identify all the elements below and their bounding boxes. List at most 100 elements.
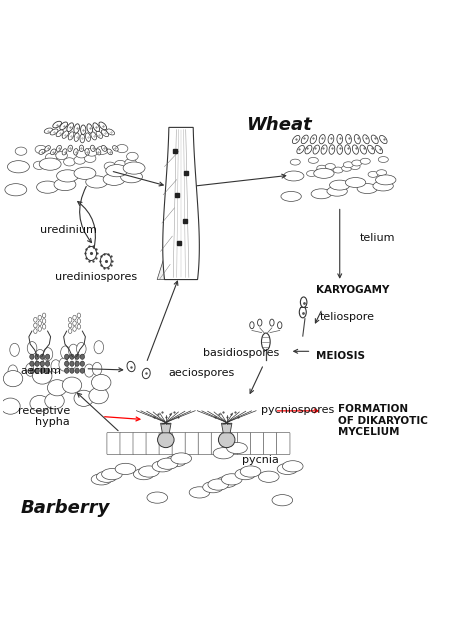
Ellipse shape [328, 135, 334, 144]
Ellipse shape [90, 145, 95, 151]
Ellipse shape [91, 474, 112, 485]
Ellipse shape [80, 134, 85, 143]
Ellipse shape [368, 172, 378, 177]
Ellipse shape [45, 393, 64, 409]
Ellipse shape [218, 432, 235, 448]
Ellipse shape [100, 254, 111, 268]
FancyBboxPatch shape [250, 433, 264, 454]
Ellipse shape [308, 157, 318, 163]
Ellipse shape [96, 146, 108, 154]
Ellipse shape [74, 149, 78, 155]
Ellipse shape [10, 343, 19, 356]
Ellipse shape [68, 145, 72, 151]
Ellipse shape [221, 474, 242, 485]
Ellipse shape [319, 135, 325, 144]
Ellipse shape [147, 492, 167, 503]
Ellipse shape [32, 368, 52, 384]
Ellipse shape [15, 147, 27, 155]
Ellipse shape [305, 145, 312, 154]
Ellipse shape [235, 469, 256, 480]
Ellipse shape [102, 469, 122, 480]
Text: pycniospores: pycniospores [261, 405, 335, 415]
Ellipse shape [42, 313, 46, 318]
Ellipse shape [43, 348, 53, 361]
Ellipse shape [3, 371, 23, 387]
Ellipse shape [104, 162, 116, 170]
Ellipse shape [70, 361, 74, 366]
Ellipse shape [297, 146, 304, 154]
FancyBboxPatch shape [263, 433, 277, 454]
Ellipse shape [73, 327, 76, 331]
Ellipse shape [63, 157, 75, 166]
Ellipse shape [40, 354, 45, 360]
Ellipse shape [133, 469, 154, 480]
Ellipse shape [346, 135, 351, 144]
Polygon shape [163, 127, 199, 280]
Ellipse shape [35, 361, 39, 366]
Ellipse shape [62, 149, 67, 155]
Ellipse shape [103, 173, 125, 185]
Ellipse shape [107, 129, 115, 135]
Ellipse shape [86, 246, 96, 260]
Ellipse shape [99, 122, 107, 130]
Ellipse shape [5, 184, 27, 196]
FancyBboxPatch shape [276, 433, 290, 454]
Ellipse shape [126, 153, 138, 161]
Ellipse shape [68, 132, 74, 140]
Ellipse shape [96, 131, 103, 138]
Ellipse shape [27, 342, 37, 355]
Ellipse shape [85, 149, 90, 155]
Ellipse shape [127, 361, 135, 371]
FancyBboxPatch shape [185, 433, 198, 454]
Ellipse shape [101, 130, 108, 136]
Ellipse shape [360, 158, 370, 164]
Ellipse shape [283, 461, 303, 472]
Ellipse shape [45, 153, 57, 161]
Ellipse shape [317, 166, 327, 171]
Ellipse shape [337, 135, 342, 144]
Polygon shape [157, 177, 189, 280]
Ellipse shape [33, 161, 45, 169]
FancyBboxPatch shape [146, 433, 159, 454]
Ellipse shape [325, 164, 335, 169]
Ellipse shape [56, 145, 61, 151]
Text: Barberry: Barberry [20, 499, 109, 517]
Ellipse shape [306, 170, 317, 177]
Ellipse shape [76, 149, 87, 158]
Ellipse shape [26, 363, 35, 376]
Ellipse shape [68, 344, 78, 357]
Ellipse shape [139, 466, 159, 477]
Ellipse shape [352, 160, 362, 166]
Ellipse shape [354, 135, 360, 144]
Ellipse shape [70, 354, 74, 360]
Ellipse shape [36, 181, 58, 193]
Text: pycnia: pycnia [242, 455, 279, 465]
Ellipse shape [68, 323, 72, 328]
Ellipse shape [61, 346, 70, 359]
Ellipse shape [166, 456, 186, 467]
Ellipse shape [333, 167, 343, 173]
Text: uredinium: uredinium [40, 224, 97, 234]
FancyBboxPatch shape [172, 433, 185, 454]
Ellipse shape [30, 361, 34, 366]
Ellipse shape [30, 396, 50, 412]
Ellipse shape [38, 327, 41, 331]
Ellipse shape [371, 135, 378, 144]
Ellipse shape [290, 159, 300, 165]
Ellipse shape [378, 156, 388, 162]
Ellipse shape [70, 368, 74, 373]
Ellipse shape [96, 149, 101, 155]
Ellipse shape [284, 171, 304, 181]
Ellipse shape [250, 322, 254, 329]
Ellipse shape [51, 360, 61, 373]
Ellipse shape [84, 154, 96, 162]
Ellipse shape [112, 146, 118, 151]
Ellipse shape [272, 495, 292, 506]
Ellipse shape [75, 361, 79, 366]
Ellipse shape [86, 176, 108, 188]
Ellipse shape [38, 315, 41, 320]
Ellipse shape [44, 159, 55, 167]
Ellipse shape [34, 329, 37, 334]
Ellipse shape [343, 162, 353, 167]
Ellipse shape [208, 479, 229, 490]
